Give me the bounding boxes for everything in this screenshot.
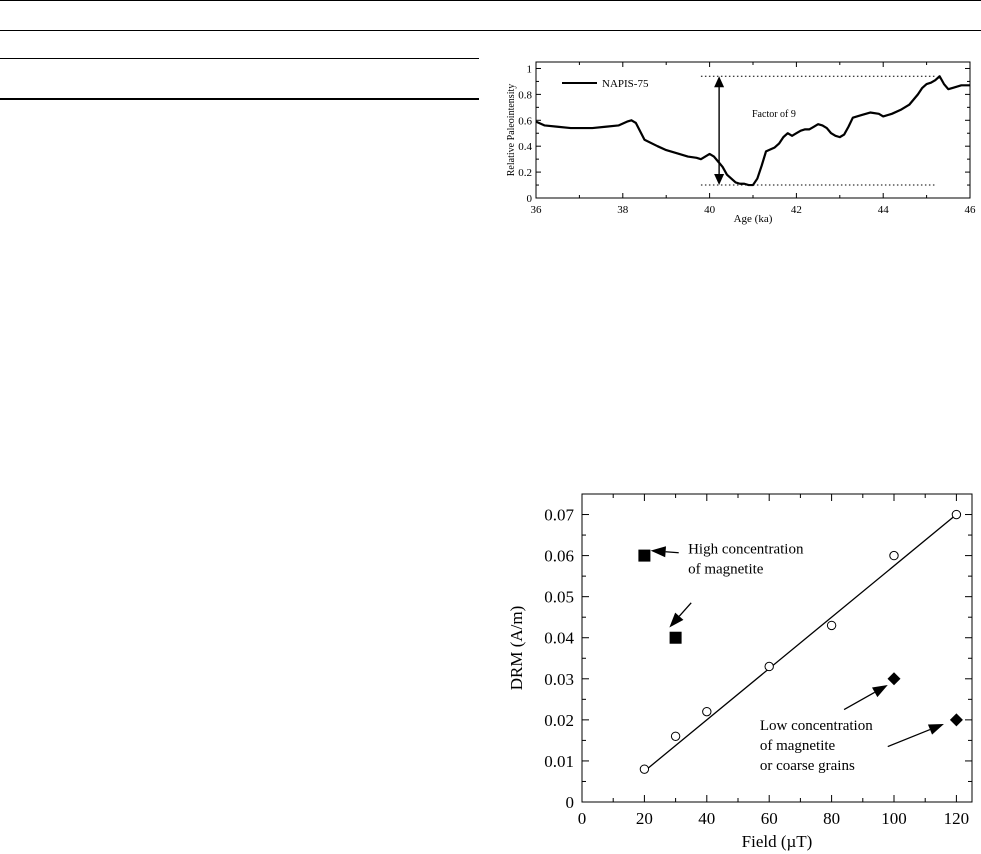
annotation-arrow-head (669, 612, 684, 628)
y-tick-label: 0.4 (518, 141, 532, 153)
y-axis-label: DRM (A/m) (507, 606, 526, 691)
x-tick-label: 0 (578, 809, 587, 828)
legend: NAPIS-75 (562, 78, 649, 90)
y-tick-label: 0.2 (518, 167, 532, 179)
top-rule (0, 0, 981, 1)
y-axis-label: Relative Paleointensity (506, 84, 517, 176)
x-tick-label: 120 (944, 809, 970, 828)
data-point-circle (670, 731, 681, 741)
data-point-square (669, 631, 682, 644)
data-point-diamond (887, 672, 901, 686)
annotation-arrow-shaft (665, 551, 679, 554)
annotation-arrow-head (871, 684, 888, 698)
y-tick-label: 0 (527, 193, 533, 205)
fit-line (643, 514, 957, 772)
x-axis-label: Field (µT) (742, 832, 813, 851)
y-tick-label: 0.07 (544, 506, 574, 525)
annotation-arrow-shaft (843, 691, 876, 711)
annotation-arrow-head (927, 723, 944, 735)
y-tick-label: 0.8 (518, 89, 532, 101)
annotation-arrow-head (650, 546, 667, 558)
y-tick-label: 1 (527, 63, 533, 75)
y-tick-label: 0 (566, 793, 575, 812)
annotation-text: High concentration (688, 542, 804, 558)
table-bottom-rule (0, 98, 479, 100)
annotation-text: Low concentration (760, 718, 873, 734)
factor-arrow-head-up (714, 76, 725, 88)
data-point-circle (702, 706, 712, 717)
data-point-square (638, 549, 651, 562)
x-tick-label: 36 (531, 204, 543, 216)
plot-frame (581, 493, 973, 803)
y-tick-label: 0.02 (544, 711, 574, 730)
data-point-circle (639, 764, 650, 774)
y-tick-label: 0.03 (544, 670, 574, 689)
x-tick-label: 20 (636, 809, 653, 828)
data-point-circle (951, 509, 962, 520)
legend-label: NAPIS-75 (602, 78, 649, 90)
annotation-arrow-shaft (678, 602, 692, 617)
data-point-diamond (949, 713, 963, 727)
header-rule (0, 30, 981, 31)
data-point-circle (826, 620, 837, 631)
x-tick-label: 46 (965, 204, 977, 216)
factor-arrow-head-down (714, 174, 725, 186)
annotation-text: of magnetite (760, 738, 836, 754)
y-tick-label: 0.06 (544, 547, 574, 566)
annotation-arrow-shaft (887, 728, 931, 748)
x-axis-label: Age (ka) (734, 213, 773, 225)
annotation-text: of magnetite (688, 562, 764, 578)
y-tick-label: 0.01 (544, 752, 574, 771)
x-tick-label: 60 (761, 809, 778, 828)
annotation-text: or coarse grains (760, 758, 855, 774)
x-tick-label: 100 (881, 809, 907, 828)
x-tick-label: 40 (698, 809, 715, 828)
data-point-circle (764, 661, 774, 672)
table-top-rule (0, 58, 479, 59)
x-tick-label: 44 (878, 204, 890, 216)
data-point-circle (889, 550, 899, 561)
napis-75-line (535, 75, 970, 187)
y-tick-label: 0.05 (544, 588, 574, 607)
x-tick-label: 40 (704, 204, 716, 216)
y-tick-label: 0.04 (544, 629, 574, 648)
factor-label: Factor of 9 (752, 109, 796, 120)
x-tick-label: 80 (823, 809, 840, 828)
x-tick-label: 38 (617, 204, 629, 216)
y-tick-label: 0.6 (518, 115, 532, 127)
x-tick-label: 42 (791, 204, 802, 216)
